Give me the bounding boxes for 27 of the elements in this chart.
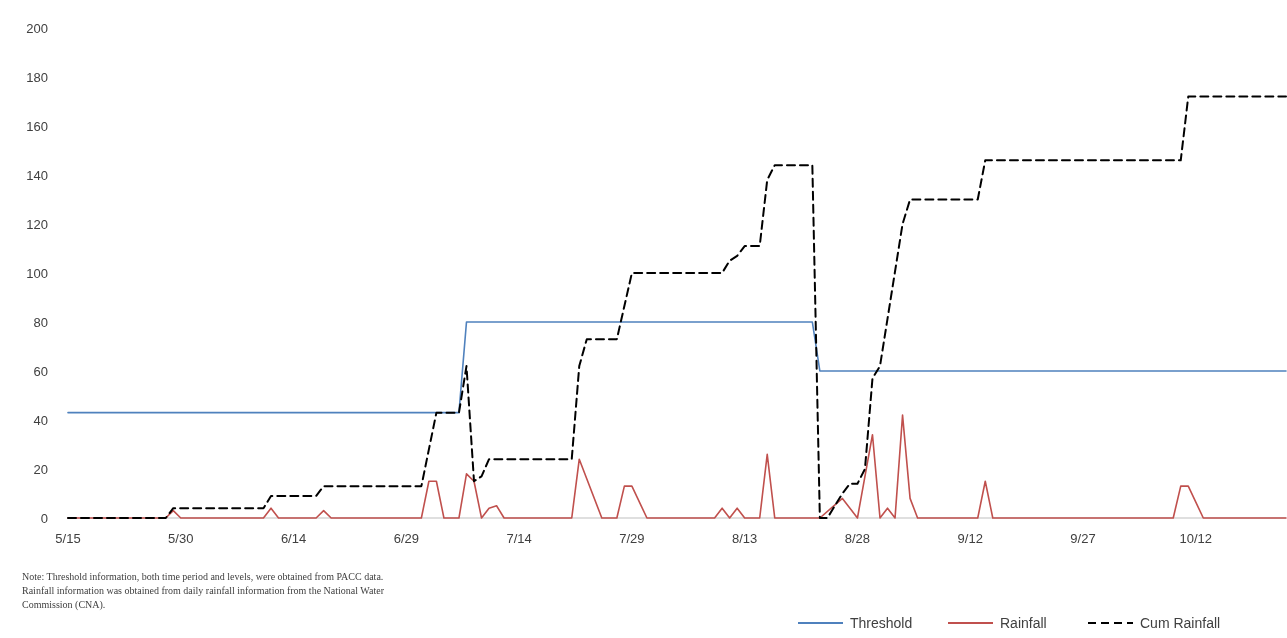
x-tick-label: 8/28 <box>844 531 871 546</box>
x-tick-label: 6/14 <box>280 531 307 546</box>
x-tick-label: 5/15 <box>55 531 81 546</box>
x-tick-label: 9/27 <box>1070 531 1096 546</box>
line-series <box>67 95 1287 519</box>
x-tick-label: 10/12 <box>1179 531 1213 546</box>
x-tick-label: 8/13 <box>732 531 758 546</box>
x-tick-label: 7/29 <box>619 531 645 546</box>
text: Note: Threshold information, both time period and levels, were obtained from PACC data. Rainfall information was obtained from daily rainfall information from the National Water Commission (CNA). <box>22 571 385 611</box>
y-tick-label: 200 <box>26 20 48 36</box>
x-tick-label: 5/30 <box>168 531 194 546</box>
x-tick-label: 7/14 <box>506 531 532 546</box>
y-tick-label: 60 <box>33 363 48 379</box>
y-tick-label: 0 <box>40 510 48 526</box>
x-tick-label: 9/12 <box>957 531 983 546</box>
legend-label: Rainfall <box>1000 614 1047 631</box>
legend-label: Threshold <box>850 614 913 631</box>
legend-label: Cum Rainfall <box>1140 614 1221 631</box>
y-tick-label: 40 <box>33 412 48 428</box>
y-tick-label: 140 <box>26 167 48 183</box>
x-tick-label: 6/29 <box>393 531 419 546</box>
y-tick-label: 20 <box>33 461 48 477</box>
y-tick-label: 120 <box>26 216 48 232</box>
y-tick-label: 180 <box>26 69 48 85</box>
y-tick-label: 80 <box>33 314 48 330</box>
y-tick-label: 100 <box>26 265 48 281</box>
y-tick-label: 160 <box>26 118 48 134</box>
